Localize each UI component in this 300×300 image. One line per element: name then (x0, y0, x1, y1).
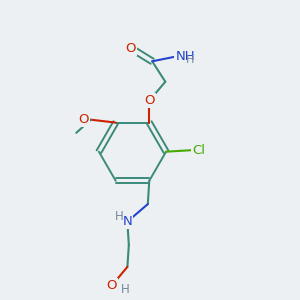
Text: H: H (115, 210, 124, 223)
Text: NH: NH (176, 50, 195, 62)
Text: O: O (125, 42, 136, 55)
Text: N: N (122, 215, 132, 228)
Text: H: H (186, 55, 195, 65)
Text: Cl: Cl (192, 144, 205, 157)
Text: O: O (144, 94, 154, 107)
Text: O: O (106, 279, 117, 292)
Text: H: H (121, 283, 130, 296)
Text: O: O (78, 112, 88, 126)
